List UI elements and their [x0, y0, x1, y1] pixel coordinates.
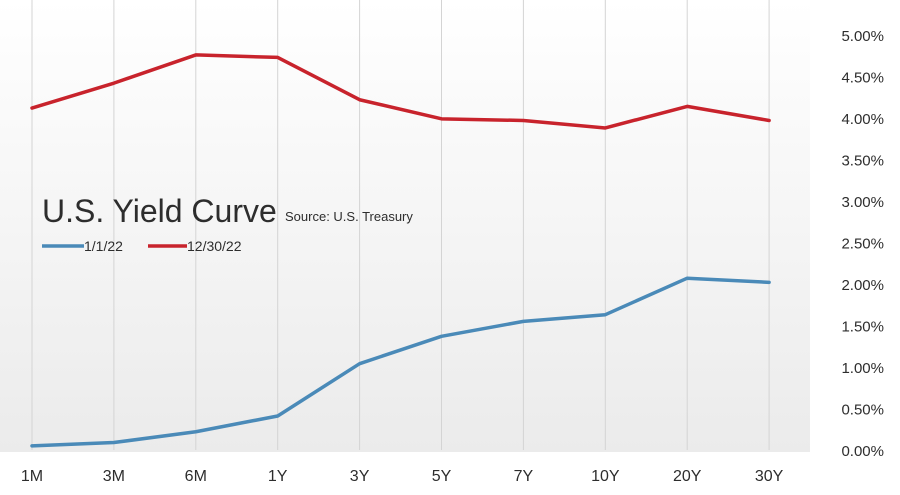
- y-tick-label: 3.50%: [841, 153, 884, 170]
- y-tick-label: 2.00%: [841, 277, 884, 294]
- legend-label-12-30-22: 12/30/22: [187, 238, 242, 254]
- y-axis-tick-labels: 0.00% 0.50% 1.00% 1.50% 2.00% 2.50% 3.00% 3.50%…: [841, 28, 884, 460]
- y-tick-label: 3.00%: [841, 194, 884, 211]
- legend-label-1-1-22: 1/1/22: [84, 238, 123, 254]
- y-tick-label: 1.00%: [841, 360, 884, 377]
- x-tick-label: 7Y: [514, 468, 534, 485]
- y-tick-label: 0.00%: [841, 443, 884, 460]
- x-tick-label: 1Y: [268, 468, 288, 485]
- x-tick-label: 3M: [103, 468, 125, 485]
- x-tick-label: 20Y: [673, 468, 702, 485]
- chart-title: U.S. Yield Curve: [42, 193, 277, 229]
- y-tick-label: 0.50%: [841, 402, 884, 419]
- x-tick-label: 1M: [21, 468, 43, 485]
- x-axis-tick-labels: 1M 3M 6M 1Y 3Y 5Y 7Y 10Y 20Y 30Y: [21, 468, 784, 485]
- x-tick-label: 30Y: [755, 468, 784, 485]
- x-tick-label: 5Y: [432, 468, 452, 485]
- chart-subtitle: Source: U.S. Treasury: [285, 209, 413, 224]
- y-tick-label: 1.50%: [841, 319, 884, 336]
- y-tick-label: 2.50%: [841, 236, 884, 253]
- x-tick-label: 10Y: [591, 468, 620, 485]
- y-tick-label: 4.00%: [841, 111, 884, 128]
- x-tick-label: 3Y: [350, 468, 370, 485]
- y-tick-label: 5.00%: [841, 28, 884, 45]
- x-tick-label: 6M: [185, 468, 207, 485]
- y-tick-label: 4.50%: [841, 70, 884, 87]
